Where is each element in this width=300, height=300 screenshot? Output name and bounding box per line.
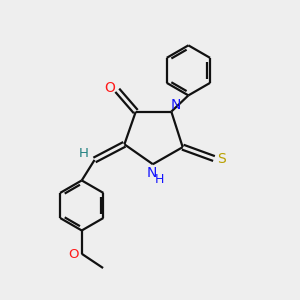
Text: O: O [104, 81, 115, 95]
Text: N: N [171, 98, 181, 112]
Text: S: S [218, 152, 226, 166]
Text: H: H [79, 147, 89, 160]
Text: N: N [146, 166, 157, 180]
Text: O: O [68, 248, 79, 261]
Text: H: H [154, 172, 164, 185]
